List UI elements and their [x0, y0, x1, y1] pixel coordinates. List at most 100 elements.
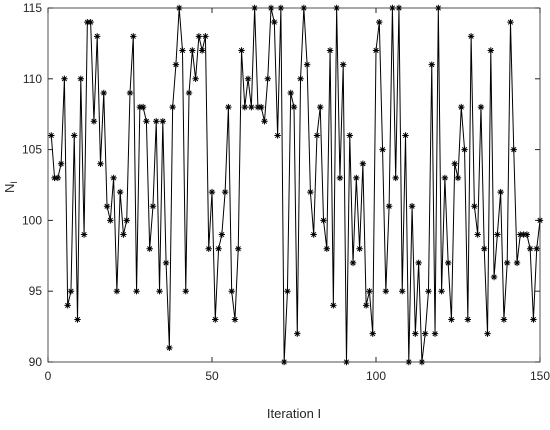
y-tick-label: 105 [22, 143, 42, 157]
marker [294, 330, 301, 337]
marker [497, 188, 504, 196]
marker [297, 75, 304, 82]
y-label-main: N [2, 184, 17, 193]
marker [490, 273, 498, 281]
marker [517, 231, 524, 238]
marker [307, 188, 314, 196]
marker [353, 174, 360, 182]
marker [218, 231, 226, 238]
marker [116, 188, 124, 196]
marker [392, 174, 399, 182]
marker [389, 4, 396, 12]
marker [513, 259, 521, 267]
marker [238, 47, 245, 54]
marker [126, 89, 134, 97]
marker [130, 33, 137, 40]
marker [179, 47, 186, 54]
marker [402, 132, 409, 139]
marker [320, 217, 327, 224]
marker [362, 302, 370, 309]
y-tick-label: 95 [29, 284, 43, 298]
marker [382, 288, 390, 295]
marker [340, 61, 347, 68]
marker [369, 330, 376, 337]
marker [359, 160, 367, 167]
marker [481, 245, 488, 252]
marker [458, 103, 465, 111]
marker [267, 4, 275, 12]
marker [84, 18, 91, 26]
marker [333, 4, 340, 12]
marker [366, 288, 373, 295]
marker [336, 174, 344, 182]
marker [507, 18, 514, 26]
plot-area [47, 7, 541, 363]
marker [287, 89, 294, 97]
marker [71, 132, 78, 139]
marker [533, 245, 540, 252]
marker [67, 288, 75, 295]
x-tick-label: 0 [45, 369, 52, 383]
marker [251, 4, 258, 12]
marker [107, 217, 114, 224]
marker [225, 103, 232, 111]
marker [156, 288, 163, 295]
marker [277, 4, 285, 12]
marker [110, 174, 117, 182]
marker [520, 231, 527, 238]
marker [153, 118, 160, 125]
marker [303, 61, 311, 68]
marker [310, 231, 317, 238]
marker [215, 245, 222, 252]
marker [261, 118, 268, 125]
marker [176, 4, 183, 12]
marker [372, 47, 380, 54]
x-tick-label: 100 [366, 369, 386, 383]
marker [484, 330, 491, 337]
marker [454, 174, 462, 182]
marker [444, 259, 452, 267]
marker [280, 358, 288, 366]
marker [103, 203, 111, 210]
y-tick-label: 100 [22, 213, 42, 227]
marker [185, 89, 193, 97]
marker [300, 4, 308, 12]
marker [395, 4, 403, 12]
marker [189, 47, 196, 54]
y-tick-label: 110 [23, 72, 42, 86]
marker [100, 89, 107, 97]
marker [461, 146, 468, 153]
marker [74, 316, 81, 323]
marker [61, 75, 68, 82]
marker [136, 103, 144, 111]
marker [467, 33, 475, 40]
x-axis-label: Iteration I [267, 406, 321, 421]
marker [431, 330, 439, 337]
marker [143, 118, 150, 125]
marker [530, 316, 537, 323]
marker [90, 118, 98, 125]
marker [120, 231, 127, 238]
marker [330, 302, 337, 309]
marker [271, 18, 278, 26]
marker [221, 188, 229, 196]
marker [244, 75, 252, 82]
x-tick-label: 50 [205, 369, 219, 383]
marker [284, 288, 291, 295]
marker [487, 47, 494, 54]
marker [123, 217, 130, 224]
marker [64, 302, 71, 309]
marker [172, 61, 180, 68]
marker [422, 330, 429, 337]
marker [87, 18, 94, 26]
marker [523, 231, 531, 238]
marker [205, 245, 212, 252]
marker [195, 33, 203, 40]
y-tick-label: 90 [29, 355, 43, 369]
marker [133, 288, 140, 295]
marker [474, 231, 481, 238]
marker [510, 146, 517, 153]
marker [428, 61, 435, 68]
marker [48, 132, 55, 139]
marker [77, 75, 84, 82]
